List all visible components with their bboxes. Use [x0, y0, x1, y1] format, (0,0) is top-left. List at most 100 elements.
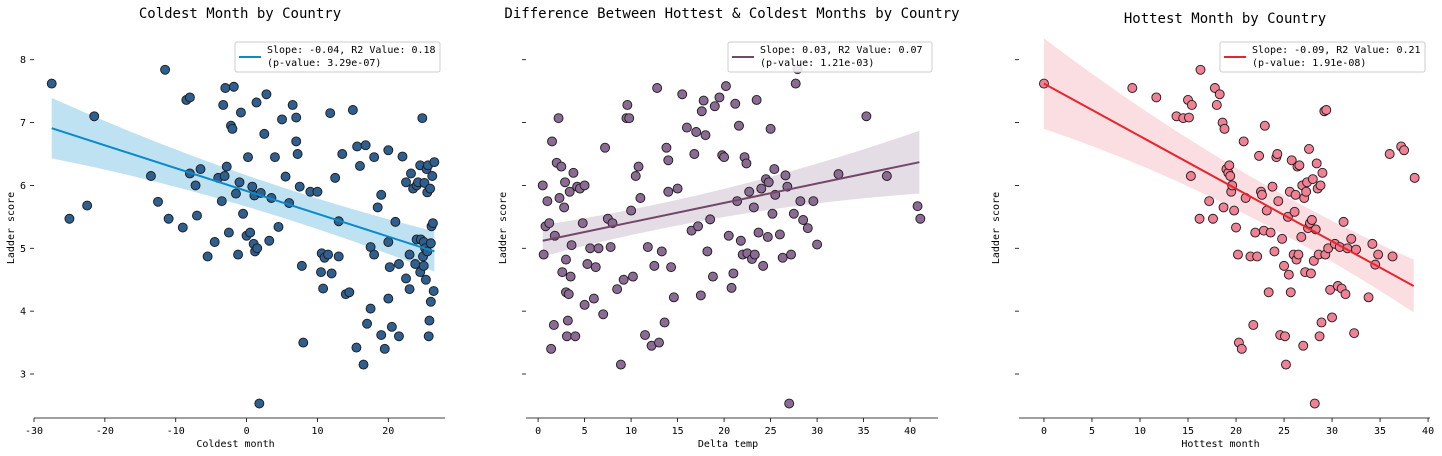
- legend-pvalue: (p-value: 3.29e-07): [267, 58, 381, 69]
- scatter-point: [556, 161, 567, 172]
- scatter-point: [1254, 150, 1265, 161]
- scatter-point: [160, 64, 171, 75]
- scatter-point: [689, 149, 700, 159]
- scatter-point: [202, 251, 213, 262]
- scatter-point: [227, 123, 238, 134]
- scatter-point: [1305, 268, 1316, 279]
- x-tick-label: 5: [582, 426, 588, 437]
- scatter-point: [677, 89, 688, 100]
- scatter-point: [630, 171, 641, 181]
- scatter-point: [1224, 160, 1235, 171]
- scatter-point: [269, 152, 280, 163]
- scatter-point: [777, 252, 788, 263]
- scatter-point: [698, 95, 709, 106]
- x-tick-label: 35: [858, 426, 870, 437]
- scatter-point: [362, 318, 373, 329]
- scatter-point: [401, 273, 411, 284]
- scatter-point: [812, 239, 823, 250]
- scatter-point: [726, 282, 737, 293]
- scatter-point: [218, 100, 229, 110]
- scatter-point: [1281, 359, 1291, 370]
- scatter-point: [333, 251, 344, 262]
- legend-label: Slope: 0.03, R2 Value: 0.07: [760, 45, 923, 56]
- scatter-point: [393, 259, 404, 269]
- scatter-point: [577, 218, 588, 229]
- scatter-point: [1301, 186, 1312, 197]
- scatter-point: [273, 221, 284, 232]
- x-tick-label: 20: [718, 426, 730, 437]
- scatter-point: [369, 152, 380, 163]
- chart-panel-3: Hottest Month by Country 0 5 10 15 20 25 30 35 40…: [991, 11, 1434, 450]
- scatter-point: [365, 303, 376, 314]
- scatter-point: [46, 78, 57, 89]
- scatter-point: [277, 114, 287, 125]
- scatter-point: [1306, 215, 1317, 225]
- scatter-point: [633, 161, 644, 172]
- scatter-point: [326, 268, 337, 279]
- scatter-point: [788, 208, 799, 219]
- scatter-point: [1277, 233, 1288, 244]
- scatter-point: [1252, 251, 1263, 262]
- scatter-point: [1315, 180, 1326, 191]
- scatter-point: [1321, 105, 1332, 115]
- scatter-point: [379, 343, 390, 354]
- scatter-point: [588, 293, 599, 304]
- x-tick-label: 30: [811, 426, 823, 437]
- scatter-point: [1195, 64, 1206, 75]
- scatter-point: [705, 214, 716, 225]
- scatter-point: [561, 331, 572, 342]
- scatter-point: [833, 169, 844, 180]
- scatter-point: [1231, 222, 1241, 233]
- chart-title: Difference Between Hottest & Coldest Mon…: [504, 6, 959, 22]
- scatter-point: [590, 262, 601, 273]
- scatter-point: [397, 151, 408, 162]
- scatter-point: [1316, 317, 1327, 328]
- scatter-point: [808, 196, 819, 207]
- legend-pvalue: (p-value: 1.21e-03): [760, 58, 874, 69]
- scatter-point: [1248, 320, 1259, 330]
- legend-box: [1219, 41, 1426, 73]
- scatter-point: [428, 218, 438, 229]
- scatter-point: [404, 249, 415, 260]
- scatter-point: [184, 92, 195, 103]
- chart-title: Hottest Month by Country: [1124, 11, 1326, 27]
- legend-pvalue: (p-value: 1.91e-08): [1252, 58, 1366, 69]
- scatter-point: [795, 196, 806, 207]
- scatter-point: [802, 223, 813, 234]
- scatter-point: [423, 331, 434, 342]
- scatter-point: [252, 243, 263, 254]
- scatter-point: [1289, 206, 1300, 217]
- scatter-point: [1151, 92, 1162, 103]
- scatter-point: [325, 108, 336, 119]
- scatter-point: [1327, 312, 1338, 323]
- scatter-point: [681, 122, 692, 133]
- scatter-point: [666, 262, 677, 273]
- scatter-point: [1272, 149, 1283, 159]
- scatter-point: [216, 196, 227, 207]
- legend: Slope: -0.04, R2 Value: 0.18 (p-value: 3.…: [234, 41, 441, 73]
- scatter-point: [1186, 100, 1197, 110]
- scatter-point: [663, 155, 674, 166]
- scatter-point: [544, 218, 555, 229]
- scatter-point: [598, 309, 609, 320]
- scatter-point: [1293, 249, 1304, 260]
- scatter-point: [861, 111, 872, 122]
- scatter-point: [1304, 144, 1314, 154]
- scatter-point: [287, 100, 298, 110]
- scatter-point: [291, 136, 302, 147]
- scatter-point: [1309, 398, 1320, 409]
- scatter-point: [1267, 181, 1278, 192]
- scatter-point: [1225, 171, 1236, 181]
- scatter-point: [280, 171, 291, 182]
- scatter-point: [786, 249, 797, 260]
- scatter-point: [723, 230, 734, 241]
- scatter-point: [774, 229, 785, 240]
- scatter-point: [744, 186, 755, 197]
- scatter-point: [1294, 160, 1305, 171]
- scatter-point: [404, 284, 415, 295]
- scatter-point: [751, 94, 762, 105]
- scatter-point: [1250, 227, 1261, 238]
- scatter-point: [714, 92, 725, 103]
- scatter-point: [1373, 249, 1384, 260]
